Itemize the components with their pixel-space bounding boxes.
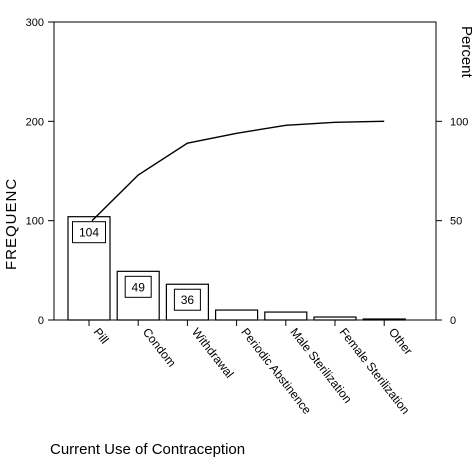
bars-group [67,216,406,321]
data-label: 104 [79,226,99,240]
bar [215,309,259,321]
bar [362,318,406,321]
bar [264,311,308,321]
data-label: 49 [132,280,146,294]
x-axis-ticks: Pill Condom Withdrawal Periodic AbstinenceM… [88,320,416,417]
left-axis-ticks: 0 100 200 300 [26,17,54,327]
data-label: 36 [181,293,195,307]
x-tick-label: Condom [140,325,179,369]
x-tick-label: Pill [91,325,112,346]
y-axis-label-left: FREQUENC [3,178,20,270]
x-tick-label: Other [386,325,416,357]
right-tick-label: 100 [450,116,468,128]
x-axis-label: Current Use of Contraception [50,441,246,458]
data-labels-group: 104 49 36 [72,221,201,311]
data-label-box [72,221,106,244]
data-label-box [124,275,152,298]
data-label-box [173,288,201,311]
plot-frame [53,21,437,321]
right-tick-label: 50 [450,216,462,228]
y-axis-label-right: Percent [458,26,474,79]
left-tick-label: 200 [26,116,44,128]
x-tick-label: Withdrawal [189,325,237,380]
left-tick-label: 0 [38,315,44,327]
bar [313,316,357,321]
right-axis-ticks: 0 50 100 [436,116,468,327]
left-tick-label: 100 [26,216,44,228]
left-tick-label: 300 [26,17,44,29]
cumulative-percent-line [91,120,385,222]
right-tick-label: 0 [450,315,456,327]
